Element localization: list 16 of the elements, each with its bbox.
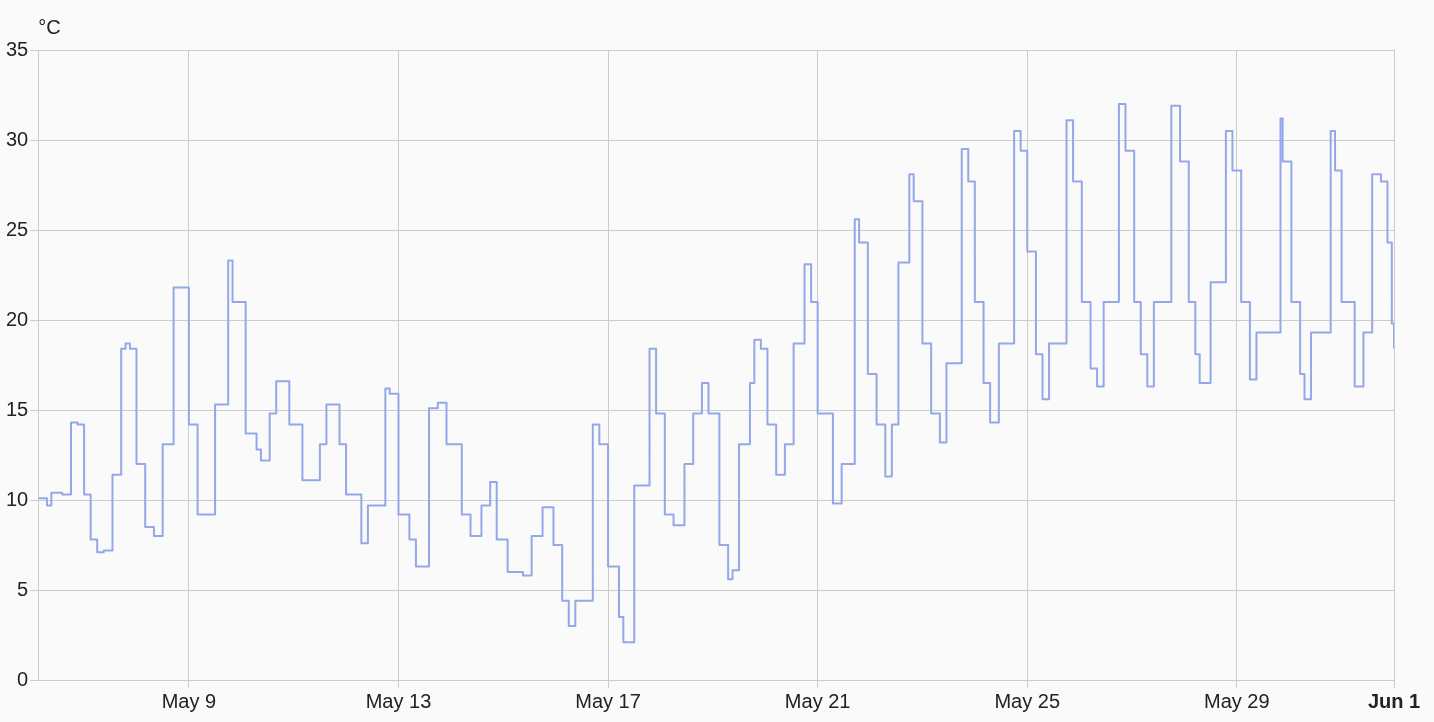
- y-tick-label: 15: [6, 397, 29, 420]
- y-tick-label: 10: [6, 487, 29, 510]
- y-tick-label: 20: [6, 307, 29, 330]
- x-tick-label: May 17: [575, 689, 641, 712]
- y-tick-label: 5: [17, 577, 29, 600]
- y-tick-label: 0: [17, 667, 29, 690]
- x-tick-label: Jun 1: [1367, 689, 1421, 712]
- x-tick-label: May 21: [784, 689, 851, 712]
- x-tick-label: May 9: [161, 689, 217, 712]
- y-tick-label: 30: [6, 127, 29, 150]
- y-tick-label: 35: [6, 37, 29, 60]
- x-tick-label: May 29: [1204, 689, 1270, 712]
- y-tick-label: 25: [6, 217, 29, 240]
- x-tick-label: May 25: [994, 689, 1061, 712]
- y-axis-title: °C: [38, 15, 61, 38]
- x-tick-label: May 13: [365, 689, 432, 712]
